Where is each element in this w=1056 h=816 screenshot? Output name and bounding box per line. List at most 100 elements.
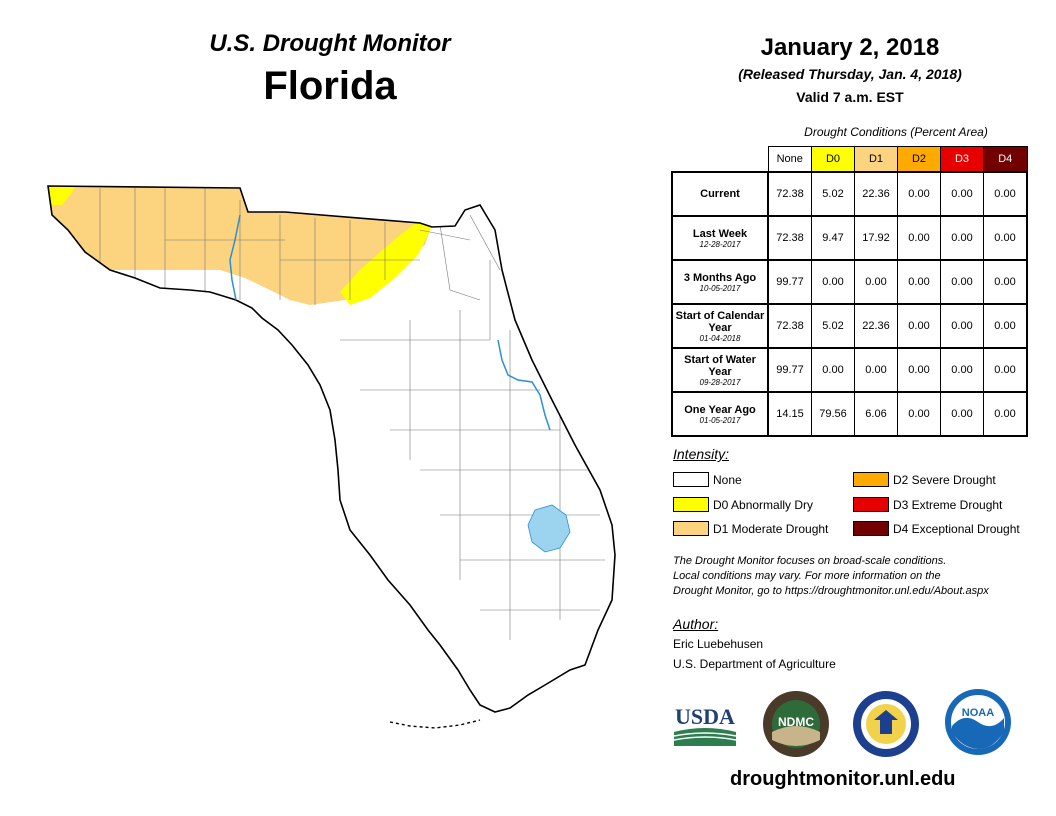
legend-title: Intensity: (673, 446, 730, 462)
florida-drought-map (47, 185, 616, 729)
legend-swatch (853, 497, 889, 512)
row-label: Current (671, 171, 769, 217)
header-blank (672, 147, 768, 173)
cell-d4: 0.00 (983, 171, 1028, 217)
cell-none: 99.77 (767, 347, 812, 393)
col-d2: D2 (897, 146, 941, 173)
legend-label: D0 Abnormally Dry (713, 497, 814, 512)
table-row-start-of-water-year: Start of Water Year 09-28-2017 99.77 0.00… (671, 347, 1028, 393)
table-row-last-week: Last Week 12-28-2017 72.38 9.47 17.92 0.0… (671, 215, 1028, 261)
cell-d4: 0.00 (983, 215, 1028, 261)
cell-d2: 0.00 (897, 303, 941, 349)
col-none: None (767, 146, 812, 173)
note-line: Local conditions may vary. For more info… (673, 570, 941, 582)
note-line: The Drought Monitor focuses on broad-sca… (673, 555, 947, 567)
cell-d3: 0.00 (940, 391, 984, 437)
author-organization: U.S. Department of Agriculture (673, 657, 836, 671)
author-heading: Author: (673, 616, 719, 632)
svg-text:NDMC: NDMC (778, 715, 814, 729)
cell-d2: 0.00 (897, 171, 941, 217)
legend-item-none: None (673, 472, 742, 487)
cell-d0: 9.47 (811, 215, 855, 261)
cell-d0: 0.00 (811, 347, 855, 393)
cell-d0: 79.56 (811, 391, 855, 437)
legend-swatch (673, 472, 709, 487)
cell-none: 14.15 (767, 391, 812, 437)
cell-none: 72.38 (767, 303, 812, 349)
legend-label: None (713, 472, 742, 487)
legend-item-d3: D3 Extreme Drought (853, 497, 1002, 512)
row-label: 3 Months Ago 10-05-2017 (671, 259, 769, 305)
legend-item-d4: D4 Exceptional Drought (853, 521, 1020, 536)
row-label: Last Week 12-28-2017 (671, 215, 769, 261)
svg-text:NOAA: NOAA (962, 707, 994, 719)
map-date: January 2, 2018 (760, 34, 940, 61)
legend-item-d0: D0 Abnormally Dry (673, 497, 813, 512)
cell-d3: 0.00 (940, 259, 984, 305)
cell-d1: 6.06 (854, 391, 898, 437)
ndmc-logo: NDMC (763, 691, 829, 757)
col-d3: D3 (940, 146, 984, 173)
legend-swatch (673, 521, 709, 536)
cell-d2: 0.00 (897, 347, 941, 393)
legend-label: D3 Extreme Drought (893, 497, 1003, 512)
cell-d3: 0.00 (940, 215, 984, 261)
table-row-current: Current 72.38 5.02 22.36 0.00 0.00 0.00 (671, 171, 1028, 217)
conditions-table-title: Drought Conditions (Percent Area) (804, 125, 988, 139)
cell-d4: 0.00 (983, 391, 1028, 437)
legend-label: D1 Moderate Drought (713, 521, 829, 536)
drought-conditions-table: None D0 D1 D2 D3 D4 Current 72.38 5.02 2… (671, 146, 1028, 437)
row-label: Start of Water Year 09-28-2017 (671, 347, 769, 393)
legend-label: D4 Exceptional Drought (893, 521, 1020, 536)
table-row-one-year-ago: One Year Ago 01-05-2017 14.15 79.56 6.06 … (671, 391, 1028, 437)
cell-d0: 5.02 (811, 171, 855, 217)
legend-swatch (853, 521, 889, 536)
table-row-start-of-calendar-year: Start of Calendar Year 01-04-2018 72.38 5… (671, 303, 1028, 349)
florida-keys (389, 719, 481, 729)
state-name: Florida (263, 64, 397, 108)
cell-d2: 0.00 (897, 215, 941, 261)
noaa-logo: NOAA (945, 689, 1011, 755)
legend-item-d1: D1 Moderate Drought (673, 521, 828, 536)
apalachicola-river (229, 214, 241, 301)
table-row-3-months-ago: 3 Months Ago 10-05-2017 99.77 0.00 0.00 0… (671, 259, 1028, 305)
cell-none: 72.38 (767, 171, 812, 217)
legend-swatch (673, 497, 709, 512)
col-d0: D0 (811, 146, 855, 173)
cell-none: 99.77 (767, 259, 812, 305)
row-label: One Year Ago 01-05-2017 (671, 391, 769, 437)
table-header-row: None D0 D1 D2 D3 D4 (672, 146, 1028, 173)
col-d4: D4 (983, 146, 1028, 173)
county-boundaries (99, 188, 605, 640)
cell-d1: 22.36 (854, 303, 898, 349)
legend-item-d2: D2 Severe Drought (853, 472, 996, 487)
legend-label: D2 Severe Drought (893, 472, 996, 487)
usda-logo: USDA (673, 704, 737, 746)
row-label: Start of Calendar Year 01-04-2018 (671, 303, 769, 349)
note-line: Drought Monitor, go to https://droughtmo… (673, 585, 989, 597)
cell-d1: 0.00 (854, 347, 898, 393)
lake-okeechobee (527, 504, 571, 553)
website-url[interactable]: droughtmonitor.unl.edu (730, 768, 956, 790)
cell-d1: 0.00 (854, 259, 898, 305)
dept-seal-logo (853, 691, 919, 757)
release-date: (Released Thursday, Jan. 4, 2018) (738, 66, 962, 82)
cell-d0: 5.02 (811, 303, 855, 349)
svg-text:USDA: USDA (675, 704, 735, 729)
cell-d3: 0.00 (940, 171, 984, 217)
cell-d3: 0.00 (940, 303, 984, 349)
st-johns-river (497, 339, 551, 431)
cell-d3: 0.00 (940, 347, 984, 393)
cell-d4: 0.00 (983, 259, 1028, 305)
cell-d4: 0.00 (983, 303, 1028, 349)
legend-swatch (853, 472, 889, 487)
cell-d2: 0.00 (897, 259, 941, 305)
map-title: U.S. Drought Monitor (209, 30, 451, 57)
cell-none: 72.38 (767, 215, 812, 261)
cell-d1: 17.92 (854, 215, 898, 261)
cell-d0: 0.00 (811, 259, 855, 305)
d0-area-big-bend (340, 220, 432, 305)
cell-d4: 0.00 (983, 347, 1028, 393)
col-d1: D1 (854, 146, 898, 173)
disclaimer-note: The Drought Monitor focuses on broad-sca… (673, 554, 1043, 599)
